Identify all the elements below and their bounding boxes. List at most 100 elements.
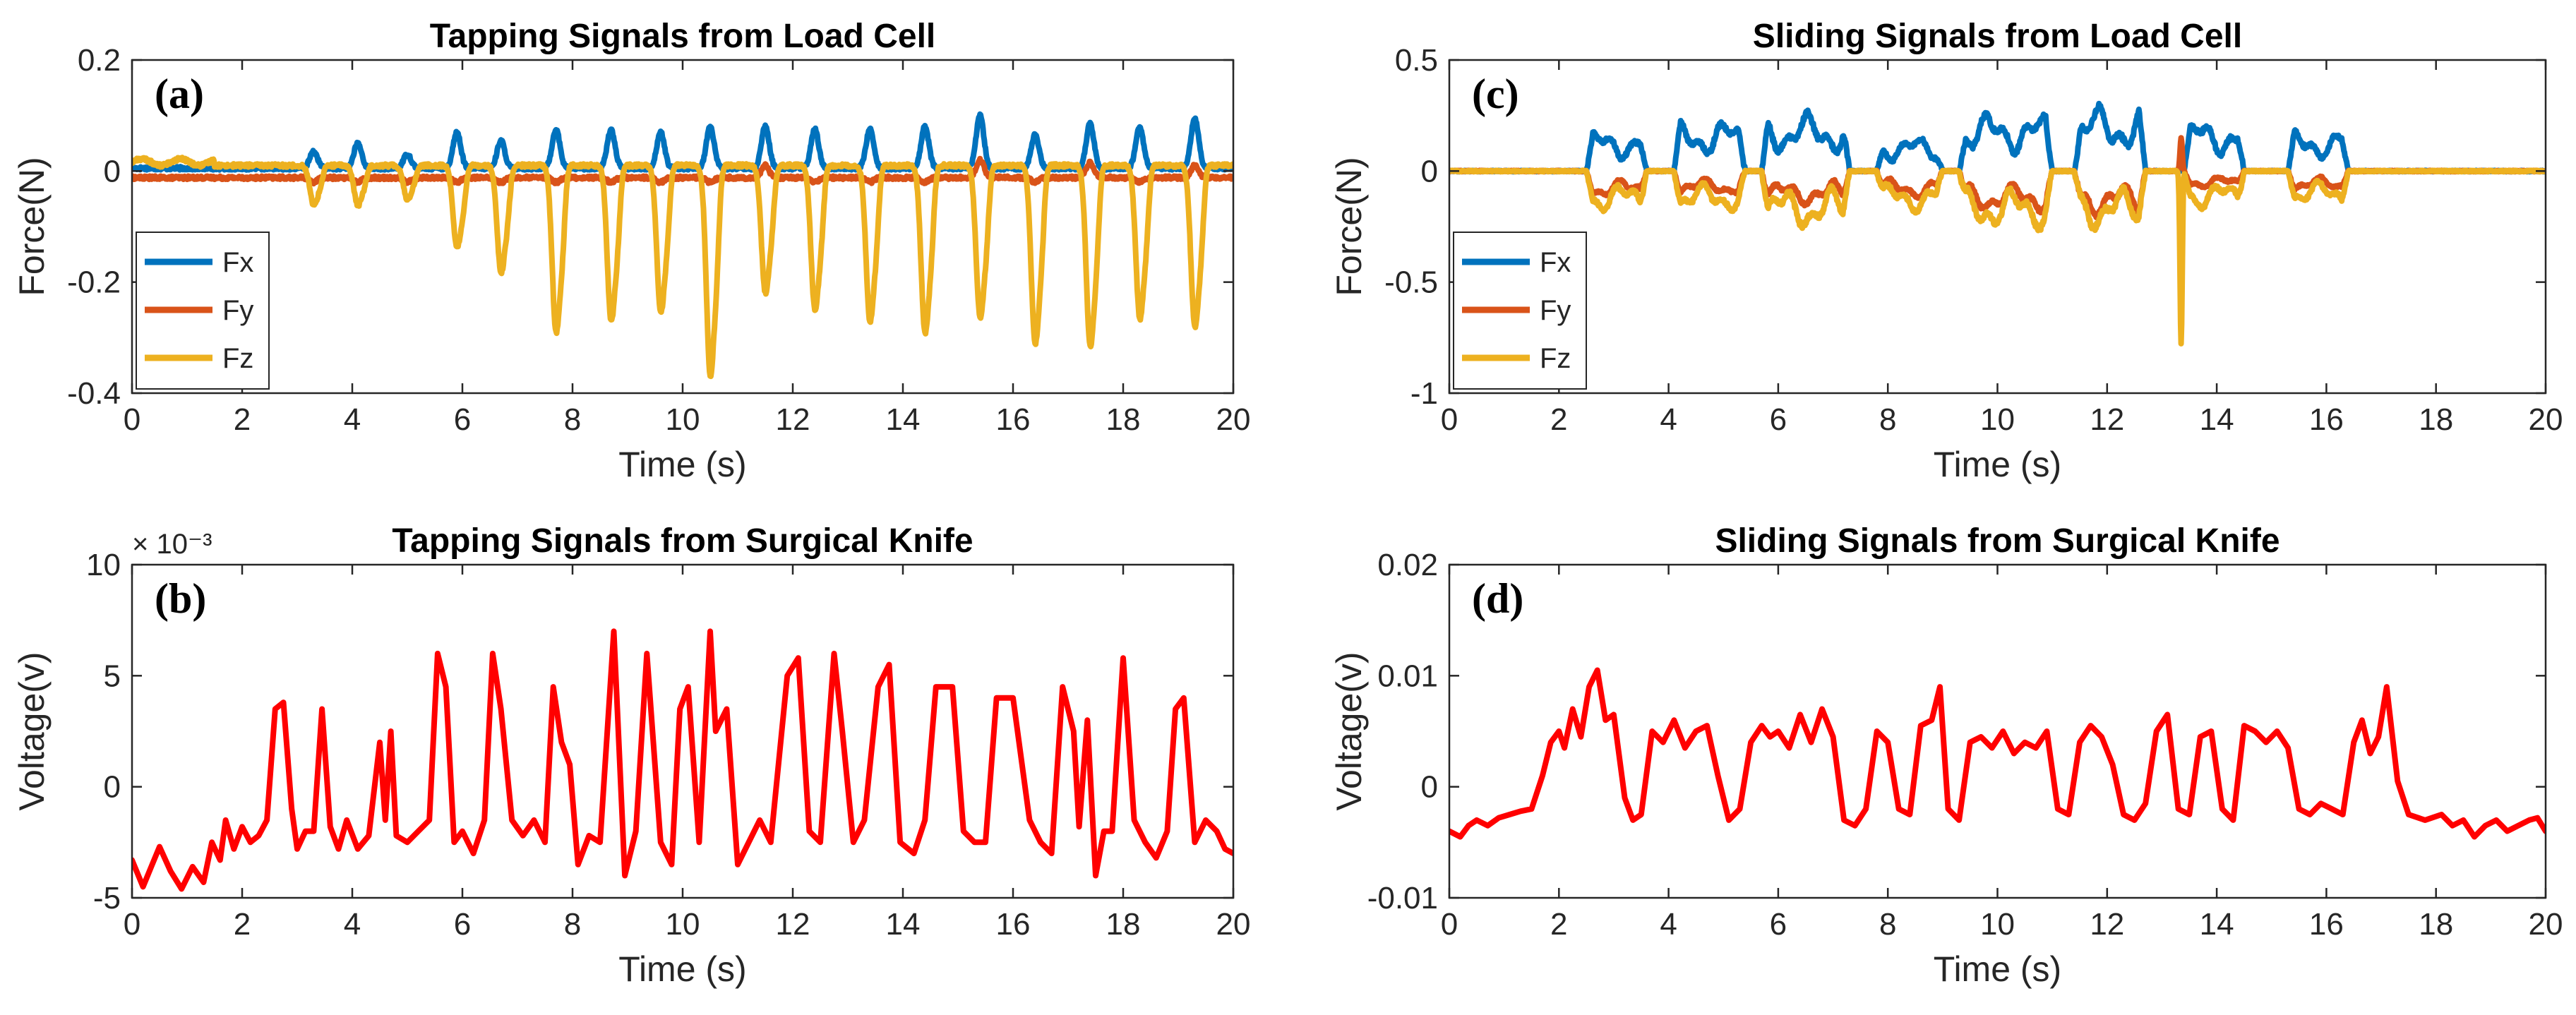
legend-entry: Fz [1540,343,1571,374]
legend-entry: Fx [222,247,253,278]
plot-area [132,60,1233,393]
panel-letter: (a) [155,71,204,117]
x-tick-label: 2 [234,907,251,942]
x-tick-label: 18 [1106,402,1141,437]
chart-title: Sliding Signals from Surgical Knife [1715,522,2280,560]
x-tick-label: 16 [996,907,1031,942]
x-tick-label: 6 [1770,402,1787,437]
x-tick-label: 10 [666,402,700,437]
panel-letter: (b) [155,575,206,622]
y-axis-label: Force(N) [12,157,52,296]
x-axis-label: Time (s) [1934,445,2061,484]
legend-entry: Fz [222,343,253,374]
legend-entry: Fx [1540,247,1571,278]
x-tick-label: 12 [2090,402,2124,437]
x-tick-label: 0 [124,907,140,942]
chart-title: Tapping Signals from Load Cell [430,18,935,55]
x-tick-label: 12 [2090,907,2124,942]
y-tick-label: 5 [104,659,121,693]
series-group [132,628,1233,892]
chart-title: Sliding Signals from Load Cell [1753,18,2242,55]
y-tick-label: 0.01 [1377,659,1438,693]
x-tick-label: 10 [1980,907,2015,942]
y-tick-label: 0.2 [78,43,121,78]
series-group [132,111,1233,380]
x-tick-label: 20 [2529,402,2563,437]
x-tick-label: 8 [1879,402,1896,437]
x-tick-label: 2 [1550,907,1567,942]
x-tick-label: 6 [454,402,471,437]
x-tick-label: 0 [1441,402,1458,437]
x-tick-label: 12 [776,907,810,942]
panel-letter: (d) [1472,575,1523,622]
y-tick-label: 10 [86,548,121,582]
x-tick-label: 14 [2200,907,2234,942]
x-tick-label: 16 [2309,402,2344,437]
legend-entry: Fy [222,295,253,326]
legend: Fx Fy Fz [136,232,270,390]
x-axis-label: Time (s) [1934,949,2061,989]
y-tick-label: 0 [1421,154,1438,188]
x-tick-label: 20 [2529,907,2563,942]
x-tick-label: 2 [234,402,251,437]
chart-panel: 0 2 4 6 8 10 12 14 16 18 20 -0.4 -0.2 0 0.2 Tapping Sig… [12,18,1250,484]
chart-panel: 0 2 4 6 8 10 12 14 16 18 20 -1 -0.5 0 0.5 Sliding Signa… [1329,18,2563,484]
x-tick-label: 18 [2419,907,2453,942]
x-tick-label: 2 [1550,402,1567,437]
x-tick-label: 14 [886,402,921,437]
x-tick-label: 10 [1980,402,2015,437]
x-tick-label: 6 [1770,907,1787,942]
y-tick-label: -0.01 [1367,881,1438,915]
x-tick-label: 20 [1216,907,1251,942]
x-tick-label: 12 [776,402,810,437]
y-tick-label: -0.2 [67,265,121,300]
y-tick-label: -1 [1410,376,1438,411]
series-line-fz [132,155,1233,380]
x-tick-label: 14 [2200,402,2234,437]
x-axis-label: Time (s) [618,949,746,989]
y-exponent-label: × 10⁻³ [132,529,212,560]
series-line-voltage [132,628,1233,892]
x-tick-label: 16 [2309,907,2344,942]
x-tick-label: 8 [1879,907,1896,942]
y-tick-label: 0.5 [1395,43,1438,78]
x-tick-label: 0 [124,402,140,437]
panel-letter: (c) [1472,71,1519,117]
series-group [1449,667,2546,840]
x-tick-label: 4 [344,402,361,437]
y-tick-label: -0.5 [1384,265,1438,300]
x-tick-label: 4 [1660,402,1677,437]
x-tick-label: 4 [344,907,361,942]
x-tick-label: 6 [454,907,471,942]
y-tick-label: -5 [93,881,121,915]
x-tick-label: 0 [1441,907,1458,942]
x-tick-label: 16 [996,402,1031,437]
x-tick-label: 4 [1660,907,1677,942]
x-tick-label: 18 [1106,907,1141,942]
y-axis-label: Force(N) [1329,157,1369,296]
y-axis-label: Voltage(v) [1329,651,1369,810]
series-group [1449,100,2546,347]
y-tick-label: 0 [104,770,121,805]
x-tick-label: 14 [886,907,921,942]
series-line-fy [132,155,1233,187]
y-tick-label: 0 [1421,770,1438,805]
x-tick-label: 8 [564,907,581,942]
y-axis-label: Voltage(v) [12,651,52,810]
x-tick-label: 18 [2419,402,2453,437]
y-tick-label: -0.4 [67,376,121,411]
series-line-fz [1449,167,2546,347]
legend-entry: Fy [1540,295,1571,326]
chart-title: Tapping Signals from Surgical Knife [392,522,973,560]
x-tick-label: 20 [1216,402,1251,437]
x-axis-label: Time (s) [618,445,746,484]
x-tick-label: 10 [666,907,700,942]
legend: Fx Fy Fz [1453,232,1587,390]
y-tick-label: 0 [104,154,121,188]
y-tick-label: 0.02 [1377,548,1438,582]
series-line-voltage [1449,667,2546,840]
x-tick-label: 8 [564,402,581,437]
